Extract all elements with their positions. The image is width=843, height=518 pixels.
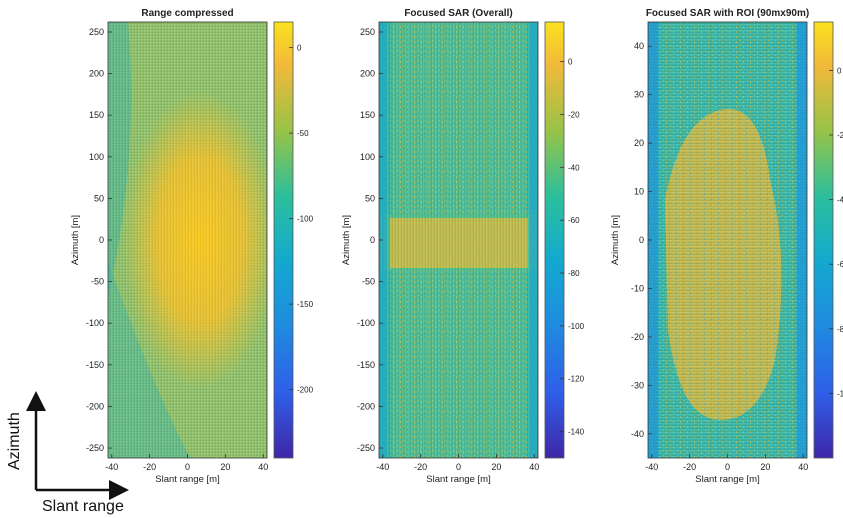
panel-2-xtick-label: 0 <box>456 462 461 472</box>
panel-3-xtick-label: -40 <box>645 462 658 472</box>
panel-1-ytick-label: -50 <box>91 277 104 287</box>
panel-1-xtick-label: 20 <box>220 462 230 472</box>
colorbar-2-tick-label: -20 <box>568 110 580 119</box>
panel-2-ytick-label: -50 <box>362 277 375 287</box>
panel-3-xlabel: Slant range [m] <box>695 474 759 485</box>
panel-3-image <box>648 22 807 458</box>
panel-2-ytick-label: 0 <box>370 235 375 245</box>
panel-1-ytick-label: -100 <box>86 318 104 328</box>
panel-3-ytick-label: -10 <box>631 283 644 293</box>
slant-range-label: Slant range <box>42 498 124 515</box>
colorbar-2-tick-label: 0 <box>568 58 573 67</box>
panel-1-xtick-label: -20 <box>143 462 156 472</box>
colorbar-3-tick-label: 0 <box>837 66 842 75</box>
panel-2-title: Focused SAR (Overall) <box>404 8 512 19</box>
panel-3-ytick-label: 20 <box>634 138 644 148</box>
panel-1-ytick-label: -250 <box>86 443 104 453</box>
panel-2-xtick-label: 40 <box>529 462 539 472</box>
panel-2-ytick-label: 250 <box>360 27 375 37</box>
panel-1-ytick-label: 50 <box>94 193 104 203</box>
panel-1-ytick-label: -200 <box>86 401 104 411</box>
colorbar-1 <box>273 21 294 459</box>
panel-1-ytick-label: 250 <box>89 27 104 37</box>
panel-3-ytick-label: -30 <box>631 380 644 390</box>
panel-3-ylabel: Azimuth [m] <box>610 215 621 265</box>
panel-3-xtick-label: 0 <box>725 462 730 472</box>
panel-2-xtick-label: -40 <box>376 462 389 472</box>
panel-3-ytick-label: 10 <box>634 187 644 197</box>
panel-2-ytick-label: 50 <box>365 193 375 203</box>
panel-3-xtick-label: 20 <box>760 462 770 472</box>
colorbar-2 <box>544 21 565 459</box>
colorbar-3-tick-label: -8 <box>837 325 843 334</box>
panel-2-ytick-label: -250 <box>357 443 375 453</box>
panel-2-xtick-label: -20 <box>414 462 427 472</box>
panel-3-ytick-label: 30 <box>634 90 644 100</box>
panel-2-xtick-label: 20 <box>491 462 501 472</box>
panel-3-ytick-label: 0 <box>639 235 644 245</box>
colorbar-2-tick-label: -140 <box>568 428 585 437</box>
colorbar-2-tick-label: -40 <box>568 163 580 172</box>
colorbar-1-tick-label: 0 <box>297 44 302 53</box>
panel-3-ytick-label: -20 <box>631 332 644 342</box>
panel-2-ytick-label: 150 <box>360 110 375 120</box>
panel-1-ytick-label: 100 <box>89 152 104 162</box>
panel-2-ytick-label: 100 <box>360 152 375 162</box>
panel-3-ytick-label: 40 <box>634 41 644 51</box>
panel-1-xlabel: Slant range [m] <box>155 474 219 485</box>
panel-1-title: Range compressed <box>141 8 233 19</box>
panel-1-image <box>108 22 267 458</box>
colorbar-3-tick-label: -4 <box>837 196 843 205</box>
panel-2-ytick-label: 200 <box>360 69 375 79</box>
panel-1-xtick-label: 40 <box>258 462 268 472</box>
colorbar-2-tick-label: -120 <box>568 375 585 384</box>
colorbar-2-tick-label: -100 <box>568 322 585 331</box>
colorbar-2-tick-label: -60 <box>568 216 580 225</box>
colorbar-1-tick-label: -200 <box>297 386 314 395</box>
colorbar-1-tick-label: -50 <box>297 129 309 138</box>
panel-2-ytick-label: -200 <box>357 401 375 411</box>
panel-3-ytick-label: -40 <box>631 429 644 439</box>
panel-1-ytick-label: 150 <box>89 110 104 120</box>
panel-1-ytick-label: 200 <box>89 69 104 79</box>
colorbar-3-tick-label: -6 <box>837 260 843 269</box>
panel-1-ylabel: Azimuth [m] <box>70 215 81 265</box>
colorbar-3-tick-label: -10 <box>837 389 843 398</box>
colorbar-1-tick-label: -100 <box>297 215 314 224</box>
panel-2-ylabel: Azimuth [m] <box>341 215 352 265</box>
panel-1-ytick-label: 0 <box>99 235 104 245</box>
panel-2-xlabel: Slant range [m] <box>426 474 490 485</box>
colorbar-1-tick-label: -150 <box>297 300 314 309</box>
colorbar-3-tick-label: -2 <box>837 131 843 140</box>
panel-3-xtick-label: -20 <box>683 462 696 472</box>
panel-1-ytick-label: -150 <box>86 360 104 370</box>
colorbar-3 <box>813 21 834 459</box>
panel-3-xtick-label: 40 <box>798 462 808 472</box>
colorbar-2-tick-label: -80 <box>568 269 580 278</box>
panel-3-title: Focused SAR with ROI (90mx90m) <box>646 8 809 19</box>
panel-1-xtick-label: 0 <box>185 462 190 472</box>
panel-2-ytick-label: -100 <box>357 318 375 328</box>
panel-2-ytick-label: -150 <box>357 360 375 370</box>
panel-1-xtick-label: -40 <box>105 462 118 472</box>
